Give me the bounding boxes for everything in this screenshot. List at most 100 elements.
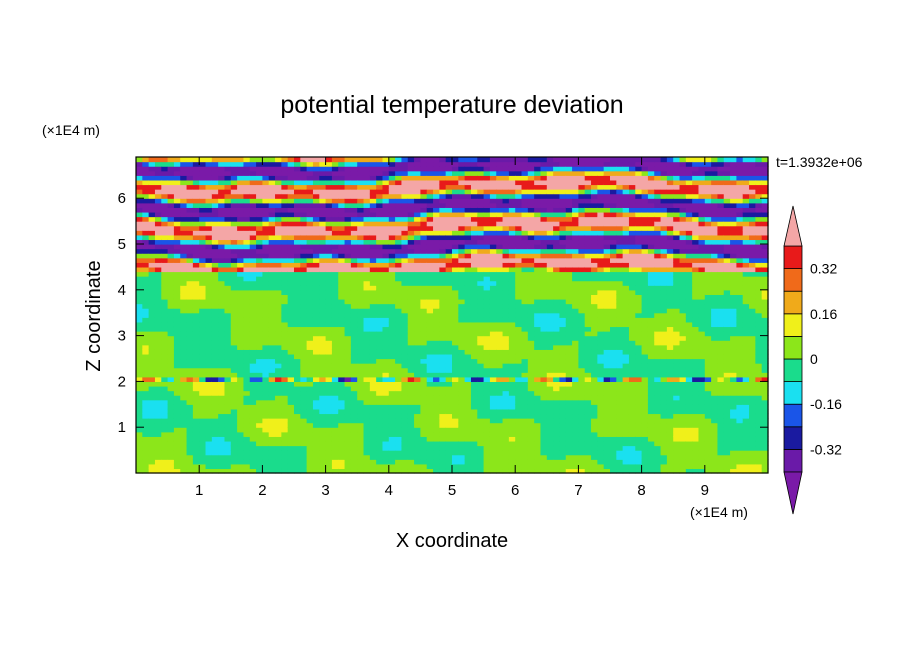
- field-cell: [470, 381, 478, 387]
- field-cell: [433, 344, 440, 350]
- field-cell: [249, 404, 257, 410]
- field-cell: [572, 436, 579, 442]
- field-cell: [300, 179, 308, 186]
- field-cell: [180, 257, 188, 263]
- field-cell: [534, 436, 542, 442]
- field-cell: [218, 266, 226, 273]
- field-cell: [312, 408, 320, 415]
- field-cell: [464, 157, 472, 163]
- field-cell: [420, 198, 428, 204]
- field-cell: [414, 211, 421, 218]
- field-cell: [350, 285, 358, 291]
- field-cell: [395, 179, 403, 186]
- field-cell: [496, 175, 504, 181]
- field-cell: [553, 468, 561, 474]
- field-cell: [470, 427, 478, 433]
- field-cell: [306, 266, 314, 273]
- field-cell: [578, 280, 586, 286]
- field-cell: [218, 468, 226, 474]
- field-cell: [186, 321, 194, 328]
- field-cell: [275, 363, 282, 369]
- field-cell: [268, 179, 276, 186]
- field-cell: [148, 166, 156, 172]
- field-cell: [584, 294, 592, 300]
- field-cell: [173, 358, 181, 364]
- field-cell: [521, 326, 529, 332]
- field-cell: [224, 216, 232, 222]
- field-cell: [439, 175, 447, 181]
- field-cell: [546, 440, 554, 447]
- field-cell: [553, 198, 561, 204]
- field-cell: [249, 427, 257, 433]
- field-cell: [407, 312, 415, 318]
- field-cell: [452, 157, 459, 163]
- field-cell: [477, 459, 485, 465]
- field-cell: [268, 230, 276, 236]
- field-cell: [515, 349, 523, 355]
- field-cell: [224, 372, 232, 378]
- field-cell: [458, 289, 466, 295]
- field-cell: [161, 244, 169, 250]
- field-cell: [287, 193, 295, 199]
- field-cell: [401, 276, 409, 282]
- field-cell: [496, 239, 504, 245]
- field-cell: [584, 211, 592, 218]
- field-cell: [249, 349, 257, 355]
- field-cell: [275, 193, 282, 199]
- field-cell: [294, 367, 301, 373]
- field-cell: [287, 463, 295, 470]
- field-cell: [281, 193, 289, 199]
- field-cell: [331, 266, 339, 273]
- field-cell: [414, 436, 421, 442]
- field-cell: [173, 321, 181, 328]
- field-cell: [256, 367, 263, 373]
- field-cell: [344, 427, 352, 433]
- field-cell: [439, 450, 447, 456]
- field-cell: [218, 376, 226, 383]
- field-cell: [489, 459, 497, 465]
- field-cell: [186, 418, 194, 424]
- field-cell: [382, 381, 390, 387]
- field-cell: [502, 294, 510, 300]
- field-cell: [154, 225, 162, 231]
- field-cell: [534, 422, 542, 428]
- field-cell: [508, 358, 516, 364]
- field-cell: [192, 317, 200, 323]
- field-cell: [256, 193, 263, 199]
- field-cell: [426, 459, 434, 465]
- field-cell: [584, 372, 592, 378]
- field-cell: [553, 271, 561, 277]
- field-cell: [559, 166, 567, 172]
- field-cell: [268, 454, 276, 460]
- field-cell: [496, 340, 504, 346]
- field-cell: [249, 189, 257, 195]
- field-cell: [331, 431, 339, 437]
- field-cell: [306, 367, 314, 373]
- field-cell: [243, 427, 251, 433]
- field-cell: [325, 372, 333, 378]
- field-cell: [224, 198, 232, 204]
- field-cell: [483, 413, 491, 419]
- field-cell: [218, 294, 226, 300]
- field-cell: [300, 170, 308, 176]
- field-cell: [211, 312, 219, 318]
- field-cell: [325, 193, 333, 199]
- field-cell: [489, 280, 497, 286]
- field-cell: [452, 440, 459, 447]
- field-cell: [477, 225, 485, 231]
- field-cell: [420, 248, 428, 254]
- field-cell: [483, 289, 491, 295]
- field-cell: [205, 253, 213, 259]
- field-cell: [243, 244, 251, 250]
- field-cell: [483, 175, 491, 181]
- field-cell: [559, 179, 567, 186]
- field-cell: [388, 198, 396, 204]
- field-cell: [395, 170, 403, 176]
- field-cell: [344, 367, 352, 373]
- field-cell: [521, 266, 529, 273]
- field-cell: [439, 353, 447, 360]
- field-cell: [211, 399, 219, 405]
- field-cell: [338, 248, 346, 254]
- field-cell: [382, 239, 390, 245]
